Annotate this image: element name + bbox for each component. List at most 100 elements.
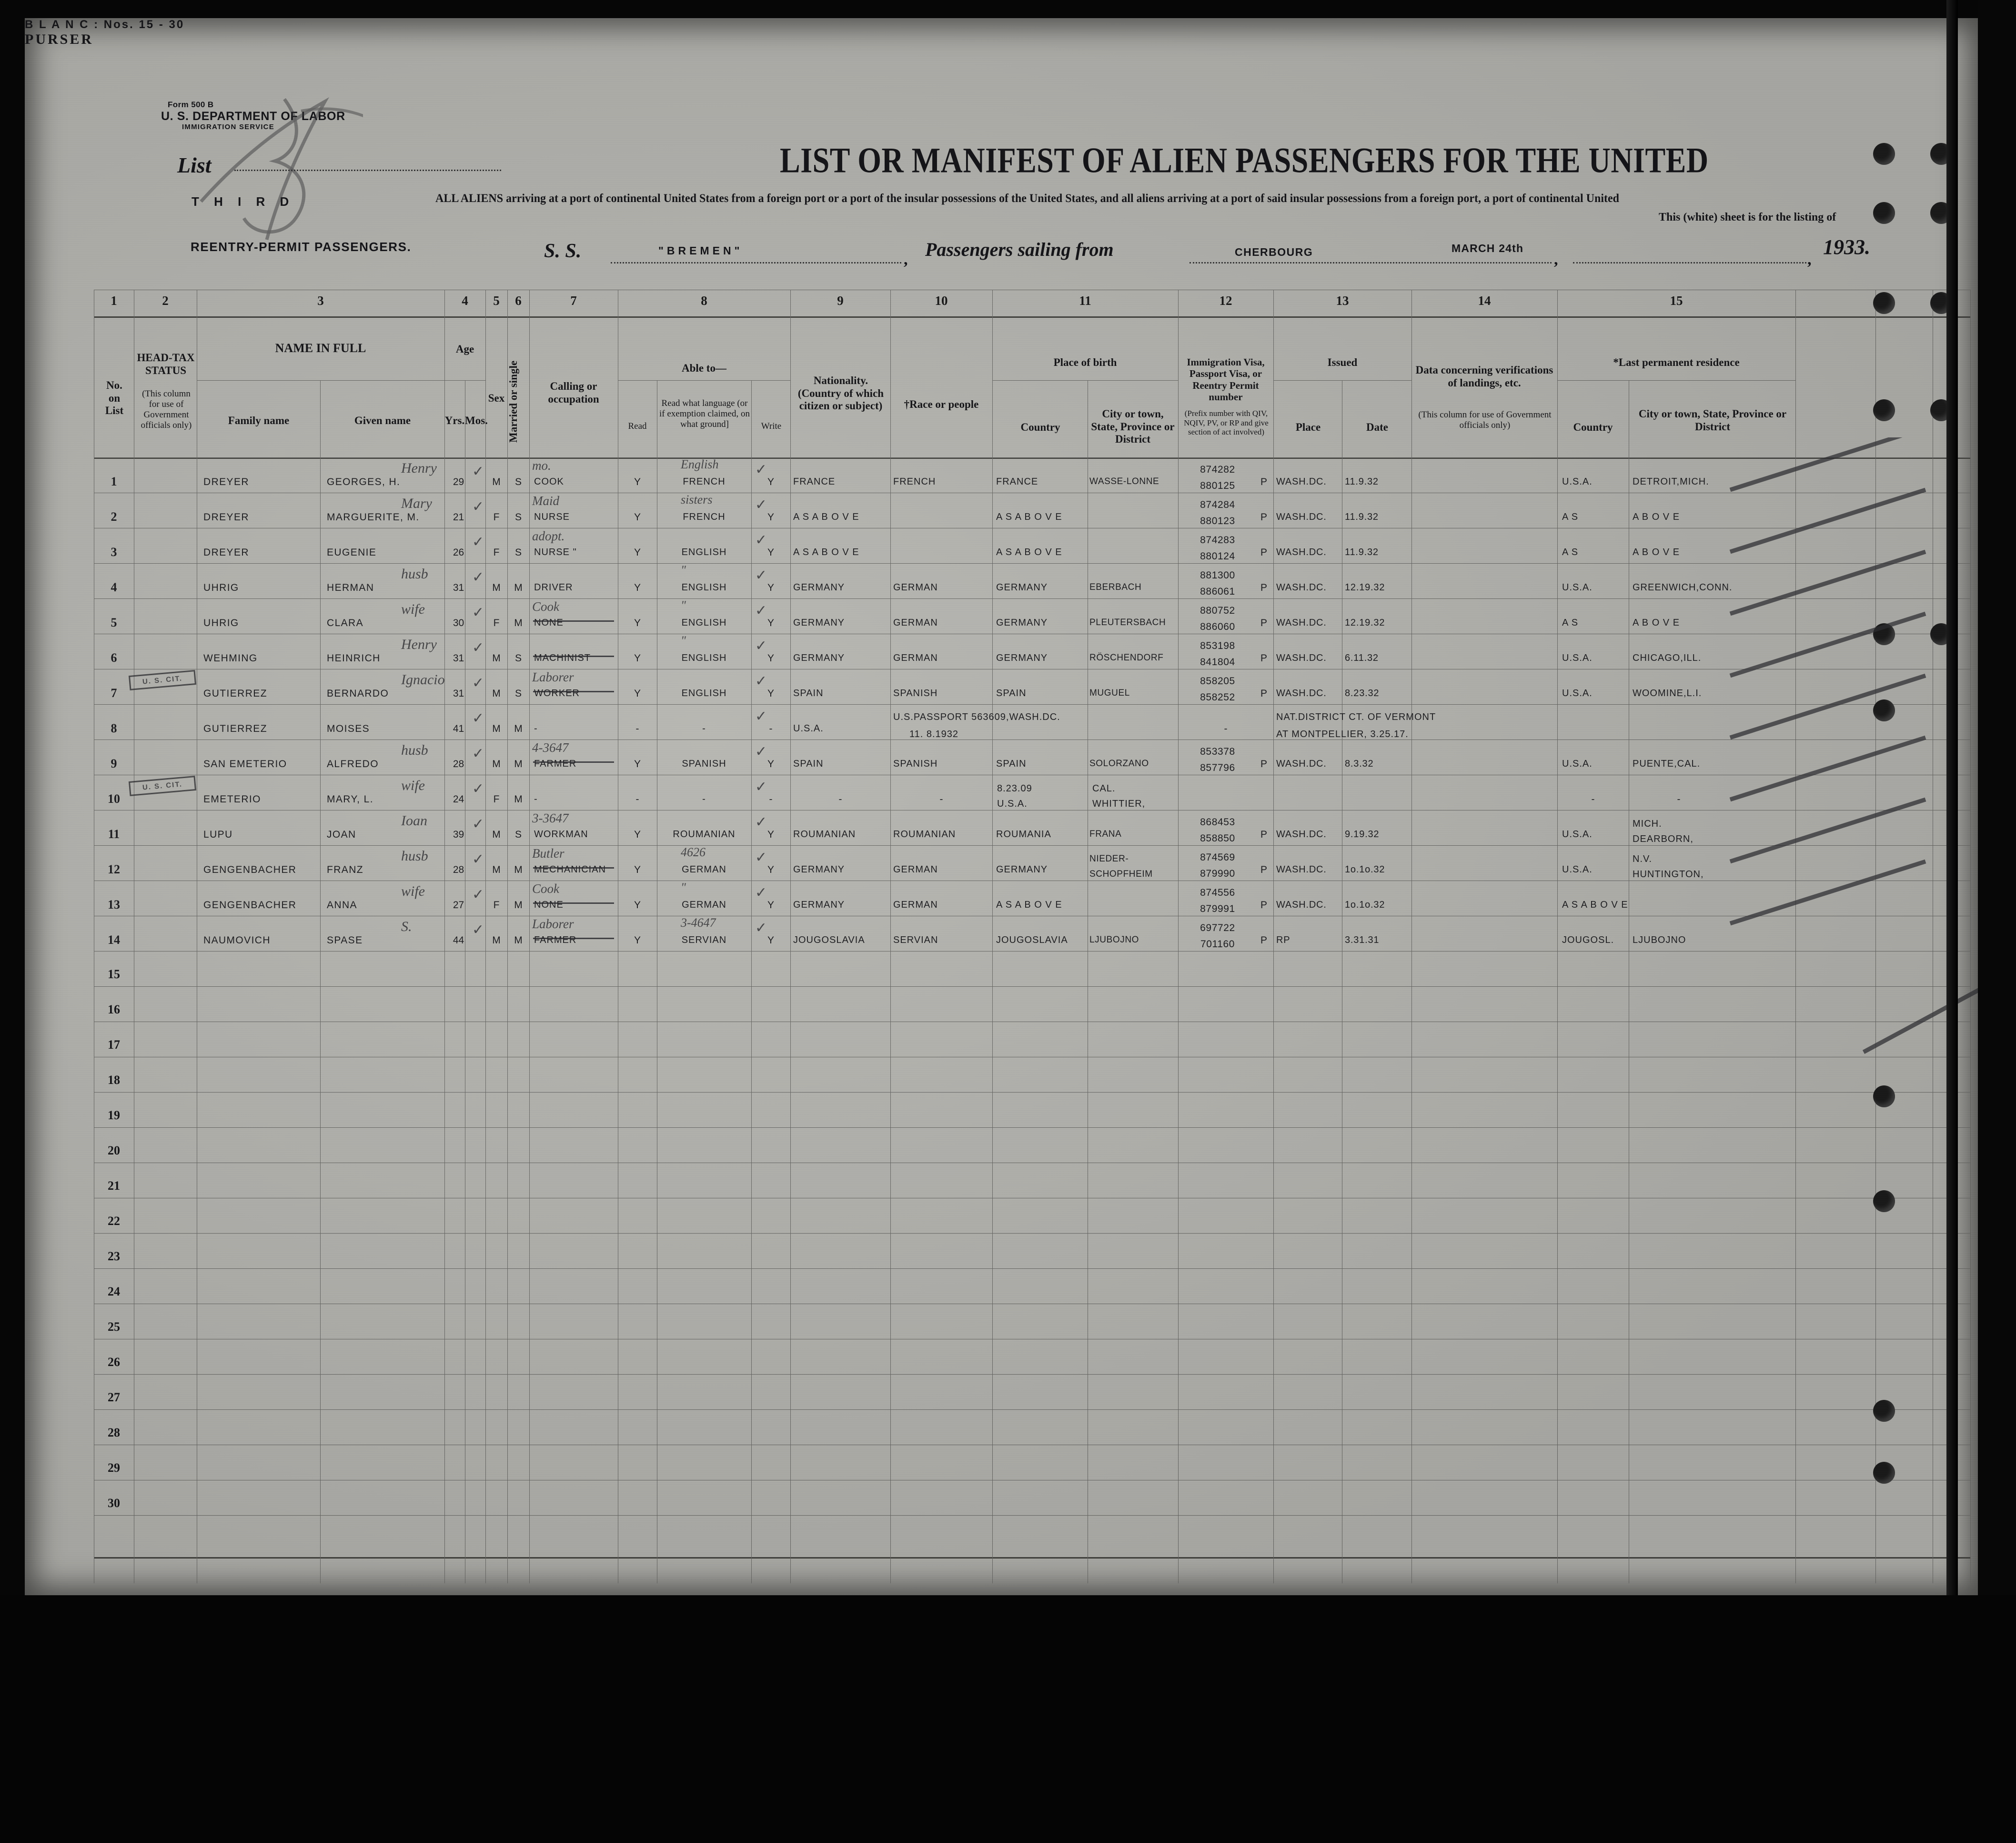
- cell-nationality: GERMANY: [793, 864, 845, 875]
- write-check-mark: ✓: [755, 673, 767, 689]
- cell-visa-prefix: P: [1260, 512, 1267, 523]
- col-header-birth-city: City or town, State, Province or Distric…: [1091, 408, 1175, 446]
- cell-nationality: GERMANY: [793, 900, 845, 910]
- cell-birth-city: WHITTIER,: [1092, 799, 1146, 809]
- list-class-label: T H I R D: [192, 194, 295, 209]
- cell-visa-prefix: P: [1260, 829, 1267, 840]
- cell-race: GERMAN: [893, 618, 938, 628]
- handwritten-occupation-note: Cook: [532, 881, 559, 896]
- cell-birth-country: SPAIN: [996, 759, 1027, 769]
- cell-given-name: HERMAN: [327, 582, 374, 593]
- cell-visa-number-upper: 874283: [1200, 535, 1235, 546]
- cell-given-name: MARY, L.: [327, 794, 373, 805]
- punch-hole: [1873, 399, 1895, 421]
- cell-read-language: -: [702, 723, 706, 734]
- binding-edge: [1978, 0, 2016, 1843]
- cell-birth-country: U.S.A.: [997, 799, 1028, 809]
- cell-sex: F: [493, 547, 500, 558]
- list-label: List: [177, 153, 212, 177]
- row-number: 12: [108, 862, 120, 876]
- cell-given-name: GEORGES, H.: [327, 476, 401, 487]
- handwritten-language-note: ": [681, 634, 686, 648]
- cell-occupation: MECHANICIAN: [534, 864, 606, 875]
- cell-visa-prefix: P: [1260, 476, 1267, 487]
- cell-family-name: WEHMING: [203, 653, 258, 664]
- cell-birth-country: ROUMANIA: [996, 829, 1051, 840]
- row-number: 13: [108, 898, 120, 911]
- row-divider: [94, 1233, 1971, 1234]
- cell-can-write: Y: [767, 829, 774, 840]
- col-header-yrs: Yrs.: [444, 415, 465, 426]
- handwritten-given-note: wife: [401, 778, 425, 793]
- cell-family-name: EMETERIO: [203, 794, 261, 805]
- col-header-place-of-birth: Place of birth: [1053, 356, 1117, 368]
- punch-hole: [1873, 623, 1895, 645]
- cell-issued-place: WASH.DC.: [1276, 582, 1327, 593]
- cell-can-read: Y: [634, 900, 641, 911]
- cell-family-name: LUPU: [203, 829, 233, 840]
- cell-married-single: S: [514, 653, 522, 664]
- col-header-visa-number: Immigration Visa, Passport Visa, or Reen…: [1187, 356, 1265, 403]
- blanc-note: B L A N C : Nos. 15 - 30: [25, 18, 185, 31]
- col-header-last-permanent-residence: *Last permanent residence: [1613, 356, 1740, 368]
- cell-nationality: GERMANY: [793, 618, 845, 628]
- cell-family-name: GENGENBACHER: [203, 864, 297, 875]
- punch-hole: [1873, 1085, 1895, 1107]
- cell-birth-country: A S A B O V E: [996, 547, 1062, 557]
- cell-residence-country: U.S.A.: [1562, 759, 1593, 769]
- cell-can-read: Y: [634, 759, 641, 770]
- col-number-12: 12: [1219, 294, 1232, 308]
- cell-sex: M: [492, 476, 501, 487]
- write-check-mark: ✓: [755, 462, 767, 477]
- write-check-mark: ✓: [755, 709, 767, 724]
- cell-read-language: GERMAN: [682, 900, 726, 910]
- cell-visa-number-upper: 874556: [1200, 887, 1235, 898]
- cell-age-years: 31: [453, 688, 464, 699]
- cell-issued-date: 6.11.32: [1345, 653, 1379, 663]
- port-comma: ,: [1554, 251, 1558, 268]
- cell-sex: F: [493, 512, 500, 523]
- cell-age-years: 41: [453, 723, 464, 734]
- handwritten-language-note: English: [681, 457, 719, 471]
- age-check-mark: ✓: [472, 710, 484, 726]
- ship-comma: ,: [904, 251, 908, 268]
- cell-residence-country: U.S.A.: [1562, 864, 1593, 875]
- cell-residence-country: U.S.A.: [1562, 653, 1593, 663]
- punch-hole: [1873, 292, 1895, 314]
- handwritten-language-note: ": [681, 598, 686, 612]
- cell-nationality: A S A B O V E: [793, 547, 859, 557]
- col-number-9: 9: [837, 294, 844, 308]
- purser-label: PURSER: [25, 31, 94, 47]
- write-check-mark: ✓: [755, 638, 767, 654]
- punch-hole: [1873, 143, 1895, 165]
- cell-visa-number-upper: 874569: [1200, 852, 1235, 863]
- row-number: 11: [108, 827, 120, 841]
- cell-visa-number-upper: 868453: [1200, 817, 1235, 828]
- header-rule-top: [94, 316, 1971, 318]
- cell-occupation: -: [534, 723, 538, 734]
- cell-family-name: DREYER: [203, 512, 249, 523]
- cell-given-name: MOISES: [327, 723, 370, 734]
- age-check-mark: ✓: [472, 887, 484, 902]
- cell-visa-number-upper: 858205: [1200, 676, 1235, 687]
- col-number-3: 3: [317, 294, 324, 308]
- handwritten-given-note: wife: [401, 601, 425, 617]
- cell-visa-prefix: P: [1260, 688, 1267, 699]
- subtitle-line-2: This (white) sheet is for the listing of: [1659, 211, 1836, 223]
- row-number: 5: [111, 616, 117, 629]
- cell-birth-country: A S A B O V E: [996, 900, 1062, 910]
- cell-issued-place: WASH.DC.: [1276, 864, 1327, 875]
- cell-can-write: Y: [767, 653, 774, 664]
- row-divider: [94, 563, 1971, 564]
- list-rule: [234, 170, 501, 171]
- cell-visa-number: -: [1224, 723, 1228, 734]
- cell-read-language: SPANISH: [682, 759, 726, 769]
- cell-nationality: ROUMANIAN: [793, 829, 856, 840]
- cell-occupation: DRIVER: [534, 582, 573, 593]
- cell-birth-country: FRANCE: [996, 476, 1038, 487]
- cell-can-read: Y: [634, 547, 641, 558]
- cell-issued-place: WASH.DC.: [1276, 653, 1327, 663]
- cell-family-name: DREYER: [203, 476, 249, 487]
- cell-can-read: Y: [634, 512, 641, 523]
- cell-visa-number: 886060: [1200, 621, 1235, 632]
